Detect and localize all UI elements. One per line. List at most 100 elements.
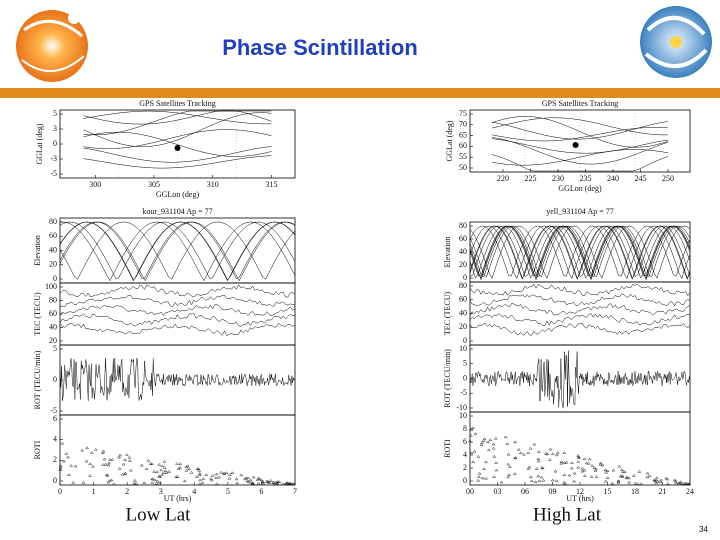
x-tick-label: 18 xyxy=(631,487,639,496)
point xyxy=(280,482,285,485)
point xyxy=(544,451,548,455)
point xyxy=(562,480,567,484)
point xyxy=(572,471,577,475)
trace xyxy=(83,146,272,163)
point xyxy=(471,460,475,463)
x-axis-label: GGLon (deg) xyxy=(156,190,200,199)
trace xyxy=(59,284,296,298)
point xyxy=(163,469,168,472)
point xyxy=(184,468,189,472)
point xyxy=(245,479,250,482)
trace xyxy=(83,110,272,136)
trace xyxy=(59,221,296,280)
y-tick-label: 6 xyxy=(463,437,467,446)
point xyxy=(248,478,253,482)
point xyxy=(167,469,171,473)
point xyxy=(491,446,496,450)
point xyxy=(230,471,235,474)
point xyxy=(144,467,149,470)
point xyxy=(554,479,559,482)
trace xyxy=(469,225,691,280)
point xyxy=(536,457,541,460)
point xyxy=(272,482,277,485)
point xyxy=(526,451,531,454)
point xyxy=(645,471,650,475)
point xyxy=(58,468,63,471)
point xyxy=(513,456,518,459)
point xyxy=(528,446,533,450)
point xyxy=(184,465,189,468)
trace xyxy=(469,322,691,336)
point xyxy=(587,457,592,461)
point xyxy=(217,475,221,479)
point xyxy=(84,459,89,463)
point xyxy=(69,464,74,467)
point xyxy=(469,433,473,437)
point xyxy=(598,462,603,466)
point xyxy=(197,482,202,485)
trace xyxy=(469,225,691,280)
point xyxy=(621,469,625,473)
point xyxy=(153,478,157,481)
point xyxy=(494,468,499,472)
point xyxy=(477,475,481,478)
point xyxy=(674,481,678,485)
point xyxy=(652,478,657,481)
point xyxy=(590,464,595,467)
point xyxy=(476,478,481,482)
point xyxy=(209,476,213,480)
y-tick-label: 80 xyxy=(459,281,467,290)
point xyxy=(120,472,125,476)
point xyxy=(235,481,240,485)
point xyxy=(627,480,631,484)
point xyxy=(66,455,70,459)
x-tick-label: 300 xyxy=(89,180,101,189)
point xyxy=(142,481,147,484)
point xyxy=(637,470,642,473)
x-tick-label: 06 xyxy=(521,487,529,496)
point xyxy=(572,479,577,483)
point xyxy=(289,482,293,485)
y-tick-label: 4 xyxy=(463,450,467,459)
y-tick-label: 6 xyxy=(53,414,57,423)
trace xyxy=(469,225,691,279)
point xyxy=(197,471,202,475)
point xyxy=(71,481,76,484)
y-tick-label: 65 xyxy=(459,130,467,139)
y-tick-label: 10 xyxy=(459,344,467,353)
y-axis-label: ROTI xyxy=(443,439,452,458)
point xyxy=(150,462,154,465)
point xyxy=(576,465,581,469)
point xyxy=(81,480,86,484)
point xyxy=(652,479,657,482)
point xyxy=(484,476,488,480)
x-tick-label: 5 xyxy=(226,487,230,496)
y-tick-label: 0 xyxy=(53,375,57,384)
point xyxy=(155,479,160,483)
y-tick-label: 40 xyxy=(459,247,467,256)
trace xyxy=(491,117,668,136)
point xyxy=(150,481,155,484)
point xyxy=(58,466,63,469)
x-tick-label: 21 xyxy=(659,487,667,496)
y-tick-label: 75 xyxy=(459,109,467,118)
trace xyxy=(83,110,272,125)
point xyxy=(157,474,161,478)
point xyxy=(625,475,629,479)
y-tick-label: 5 xyxy=(53,109,57,118)
trace xyxy=(59,294,296,307)
logo-right xyxy=(640,6,712,78)
slide-title: Phase Scintillation xyxy=(222,35,418,60)
y-tick-label: 2 xyxy=(53,455,57,464)
point xyxy=(121,462,126,466)
point xyxy=(101,449,106,453)
trace xyxy=(491,154,669,172)
point xyxy=(124,453,129,456)
point xyxy=(256,481,261,485)
point xyxy=(655,476,659,479)
point xyxy=(93,447,98,451)
y-tick-label: 2 xyxy=(463,463,467,472)
point xyxy=(499,480,504,484)
point xyxy=(88,474,92,477)
point xyxy=(533,480,538,483)
